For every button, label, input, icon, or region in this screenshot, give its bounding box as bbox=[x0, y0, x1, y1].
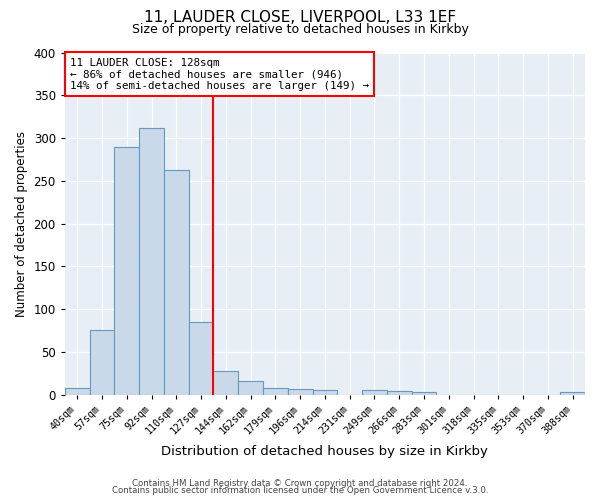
Bar bbox=[65, 388, 89, 394]
Text: Contains HM Land Registry data © Crown copyright and database right 2024.: Contains HM Land Registry data © Crown c… bbox=[132, 478, 468, 488]
Bar bbox=[238, 381, 263, 394]
Bar bbox=[115, 146, 139, 394]
Bar bbox=[387, 391, 412, 394]
Bar bbox=[139, 128, 164, 394]
Bar bbox=[288, 390, 313, 394]
Bar bbox=[164, 170, 188, 394]
Bar bbox=[263, 388, 288, 394]
Bar bbox=[560, 392, 585, 394]
Bar bbox=[362, 390, 387, 394]
Text: 11 LAUDER CLOSE: 128sqm
← 86% of detached houses are smaller (946)
14% of semi-d: 11 LAUDER CLOSE: 128sqm ← 86% of detache… bbox=[70, 58, 369, 91]
Text: 11, LAUDER CLOSE, LIVERPOOL, L33 1EF: 11, LAUDER CLOSE, LIVERPOOL, L33 1EF bbox=[144, 10, 456, 25]
Bar bbox=[89, 330, 115, 394]
Bar bbox=[188, 322, 214, 394]
Bar bbox=[313, 390, 337, 394]
X-axis label: Distribution of detached houses by size in Kirkby: Distribution of detached houses by size … bbox=[161, 444, 488, 458]
Y-axis label: Number of detached properties: Number of detached properties bbox=[15, 130, 28, 316]
Text: Size of property relative to detached houses in Kirkby: Size of property relative to detached ho… bbox=[131, 22, 469, 36]
Bar bbox=[214, 370, 238, 394]
Text: Contains public sector information licensed under the Open Government Licence v.: Contains public sector information licen… bbox=[112, 486, 488, 495]
Bar bbox=[412, 392, 436, 394]
